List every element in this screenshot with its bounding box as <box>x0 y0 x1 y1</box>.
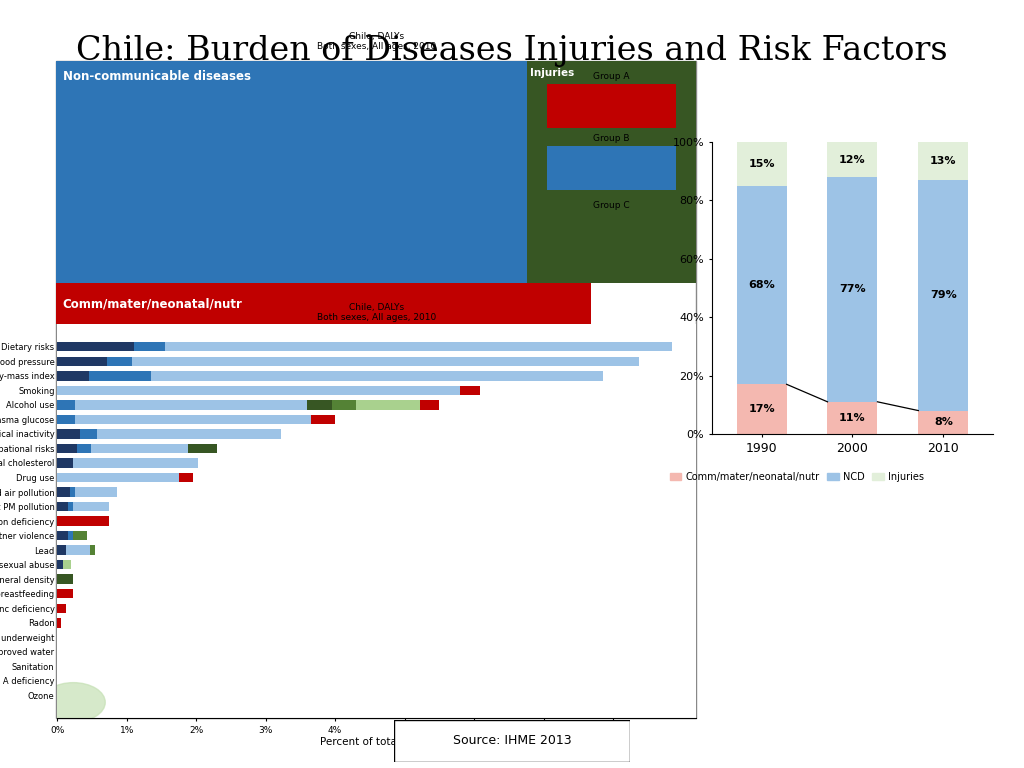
Bar <box>80 429 97 439</box>
Text: 17%: 17% <box>749 404 775 414</box>
Bar <box>57 386 460 395</box>
Text: Chile: Burden of Diseases Injuries and Risk Factors: Chile: Burden of Diseases Injuries and R… <box>76 35 948 67</box>
Bar <box>57 458 73 468</box>
Bar <box>526 61 696 283</box>
Bar <box>736 384 786 434</box>
Text: Injuries: Injuries <box>530 68 574 78</box>
Bar <box>57 488 70 497</box>
Bar <box>179 473 193 482</box>
Bar <box>827 142 878 177</box>
Text: Non-communicable diseases: Non-communicable diseases <box>62 71 251 83</box>
Bar <box>57 415 75 424</box>
Bar <box>97 429 281 439</box>
Bar <box>152 371 602 380</box>
Bar <box>134 342 165 352</box>
Bar <box>77 444 91 453</box>
Bar <box>547 146 676 190</box>
Bar <box>919 411 969 434</box>
Bar <box>57 574 73 584</box>
Bar <box>74 502 110 511</box>
Text: Chile, DALYs
Both sexes, All ages, 2010: Chile, DALYs Both sexes, All ages, 2010 <box>316 31 436 51</box>
Bar <box>56 283 591 324</box>
Text: 15%: 15% <box>749 159 775 169</box>
Circle shape <box>41 683 105 722</box>
Bar <box>57 400 75 409</box>
Bar <box>66 545 90 554</box>
Bar <box>132 356 639 366</box>
Bar <box>57 356 108 366</box>
Text: Group A: Group A <box>593 72 630 81</box>
Bar <box>57 589 73 598</box>
Bar <box>827 402 878 434</box>
Text: 11%: 11% <box>839 413 866 423</box>
Bar <box>69 502 74 511</box>
Bar <box>70 488 76 497</box>
Text: Comm/mater/neonatal/nutr: Comm/mater/neonatal/nutr <box>62 297 243 310</box>
Text: 68%: 68% <box>749 280 775 290</box>
Bar <box>307 400 332 409</box>
Bar <box>311 415 335 424</box>
Bar <box>108 356 132 366</box>
Bar <box>57 444 77 453</box>
Bar <box>90 545 95 554</box>
Bar <box>57 473 179 482</box>
Bar <box>547 84 676 128</box>
Bar <box>420 400 439 409</box>
Text: Group C: Group C <box>593 200 630 210</box>
Bar <box>75 415 311 424</box>
Text: 77%: 77% <box>839 284 866 294</box>
Bar <box>188 444 217 453</box>
Bar <box>57 516 110 526</box>
Bar <box>57 531 69 541</box>
Bar <box>57 560 62 569</box>
Bar <box>736 142 786 186</box>
Bar <box>736 186 786 384</box>
Bar <box>57 604 66 613</box>
Bar <box>827 177 878 402</box>
Bar <box>75 400 307 409</box>
Bar <box>91 444 188 453</box>
Text: 12%: 12% <box>839 154 866 164</box>
Bar <box>356 400 420 409</box>
Bar <box>547 213 676 257</box>
Bar <box>57 342 134 352</box>
Bar <box>69 531 74 541</box>
Bar <box>57 618 60 627</box>
Legend: Comm/mater/neonatal/nutr, NCD, Injuries: Comm/mater/neonatal/nutr, NCD, Injuries <box>666 468 928 485</box>
Title: Chile, DALYs
Both sexes, All ages, 2010: Chile, DALYs Both sexes, All ages, 2010 <box>317 303 436 322</box>
Bar <box>76 488 117 497</box>
Text: 8%: 8% <box>934 417 952 427</box>
Bar <box>57 545 66 554</box>
Text: 13%: 13% <box>930 156 956 166</box>
Text: Source: IHME 2013: Source: IHME 2013 <box>453 734 571 747</box>
Bar <box>57 371 89 380</box>
Bar <box>62 560 72 569</box>
Bar <box>57 429 80 439</box>
Bar <box>57 502 69 511</box>
Text: Group B: Group B <box>593 134 630 143</box>
Bar <box>73 458 198 468</box>
Bar <box>332 400 356 409</box>
Text: 79%: 79% <box>930 290 956 300</box>
X-axis label: Percent of total DALYs: Percent of total DALYs <box>319 737 434 747</box>
Bar <box>165 342 672 352</box>
Bar <box>919 180 969 411</box>
Bar <box>89 371 152 380</box>
Bar <box>74 531 87 541</box>
Bar <box>56 61 526 283</box>
Bar <box>919 142 969 180</box>
Bar <box>460 386 479 395</box>
